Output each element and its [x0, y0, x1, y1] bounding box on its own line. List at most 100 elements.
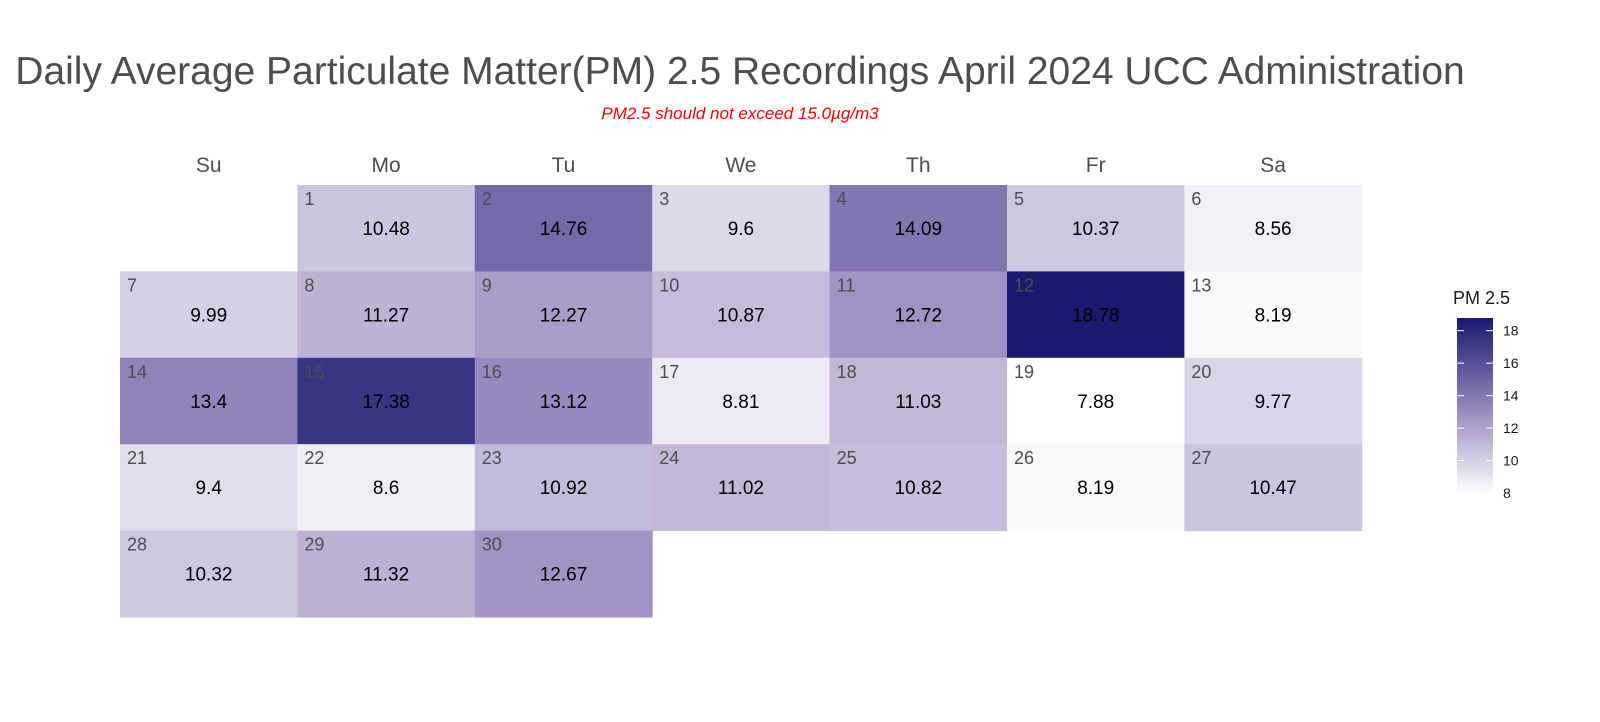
value-label: 13.12 [540, 392, 588, 413]
value-label: 9.99 [190, 305, 227, 326]
value-label: 11.32 [363, 565, 409, 586]
legend-tick-label: 16 [1503, 355, 1519, 371]
day-number: 2 [482, 189, 492, 209]
day-number: 24 [659, 448, 679, 468]
weekday-label: Su [196, 154, 222, 177]
legend-title: PM 2.5 [1453, 288, 1510, 308]
day-cell [652, 357, 831, 445]
legend-tick-label: 10 [1503, 453, 1519, 469]
day-cell [652, 185, 831, 272]
legend-tick-label: 18 [1503, 323, 1519, 339]
value-label: 10.48 [362, 219, 410, 240]
value-label: 8.19 [1255, 305, 1292, 326]
value-label: 8.19 [1077, 478, 1114, 499]
day-number: 26 [1014, 448, 1034, 468]
day-cell [474, 185, 653, 272]
day-number: 8 [304, 275, 314, 295]
weekday-label: Sa [1260, 154, 1286, 177]
value-label: 7.88 [1077, 392, 1114, 413]
value-label: 10.47 [1249, 478, 1297, 499]
chart-subtitle: PM2.5 should not exceed 15.0µg/m3 [601, 104, 879, 123]
day-number: 11 [837, 275, 856, 295]
value-label: 8.6 [373, 478, 399, 499]
day-cell [120, 357, 298, 445]
value-label: 9.6 [728, 219, 754, 240]
day-number: 4 [837, 189, 847, 209]
value-label: 17.38 [362, 392, 410, 413]
day-cell [829, 271, 1008, 359]
day-number: 20 [1191, 362, 1211, 382]
day-number: 13 [1191, 275, 1211, 295]
day-cell [1184, 357, 1363, 445]
legend-colorbar [1457, 318, 1493, 495]
day-number: 5 [1014, 189, 1024, 209]
day-cell [1184, 185, 1363, 272]
day-cell [297, 444, 476, 532]
day-number: 7 [127, 275, 137, 295]
day-number: 17 [659, 362, 679, 382]
day-number: 15 [304, 362, 324, 382]
day-cell [652, 271, 831, 359]
weekday-label: Th [906, 154, 931, 177]
weekday-label: Tu [552, 154, 576, 177]
day-number: 6 [1191, 189, 1201, 209]
day-cell [120, 444, 298, 532]
day-cell [652, 444, 831, 532]
day-cell [474, 271, 653, 359]
weekday-label: Mo [372, 154, 401, 177]
day-number: 21 [127, 448, 147, 468]
day-number: 18 [837, 362, 857, 382]
value-label: 14.09 [895, 219, 943, 240]
day-cell [829, 185, 1008, 272]
day-cell [1007, 185, 1185, 272]
value-label: 13.4 [190, 392, 227, 413]
day-cell [1184, 271, 1363, 359]
day-number: 16 [482, 362, 502, 382]
day-cell [474, 530, 653, 618]
day-number: 9 [482, 275, 492, 295]
legend-tick-label: 14 [1503, 388, 1519, 404]
day-number: 23 [482, 448, 502, 468]
day-cell [829, 357, 1008, 445]
day-number: 25 [837, 448, 857, 468]
day-number: 28 [127, 535, 147, 555]
chart-title: Daily Average Particulate Matter(PM) 2.5… [15, 50, 1465, 93]
day-number: 14 [127, 362, 147, 382]
day-cell [474, 357, 653, 445]
value-label: 8.81 [722, 392, 759, 413]
value-label: 9.77 [1255, 392, 1292, 413]
value-label: 10.37 [1072, 219, 1120, 240]
legend-tick-label: 8 [1503, 485, 1511, 501]
day-cell [1007, 444, 1185, 532]
day-cell [297, 530, 476, 618]
value-label: 10.92 [540, 478, 588, 499]
value-label: 10.32 [185, 565, 233, 586]
value-label: 11.03 [895, 392, 941, 413]
day-number: 12 [1014, 275, 1034, 295]
day-number: 29 [304, 535, 324, 555]
day-number: 22 [304, 448, 324, 468]
value-label: 14.76 [540, 219, 588, 240]
value-label: 11.02 [718, 478, 764, 499]
value-label: 12.27 [540, 305, 588, 326]
value-label: 9.4 [195, 478, 222, 499]
day-cell [829, 444, 1008, 532]
legend-tick-label: 12 [1503, 420, 1519, 436]
day-number: 30 [482, 535, 502, 555]
value-label: 8.56 [1255, 219, 1292, 240]
value-label: 10.82 [895, 478, 943, 499]
day-cell [297, 357, 476, 445]
value-label: 18.78 [1072, 305, 1120, 326]
day-cell [474, 444, 653, 532]
value-label: 10.87 [717, 305, 765, 326]
value-label: 12.67 [540, 565, 588, 586]
day-cell [1184, 444, 1363, 532]
day-number: 10 [659, 275, 679, 295]
day-cell [1007, 271, 1185, 359]
day-cell [297, 271, 476, 359]
day-cell [120, 271, 298, 359]
day-number: 19 [1014, 362, 1034, 382]
weekday-label: Fr [1086, 154, 1106, 177]
value-label: 12.72 [895, 305, 943, 326]
